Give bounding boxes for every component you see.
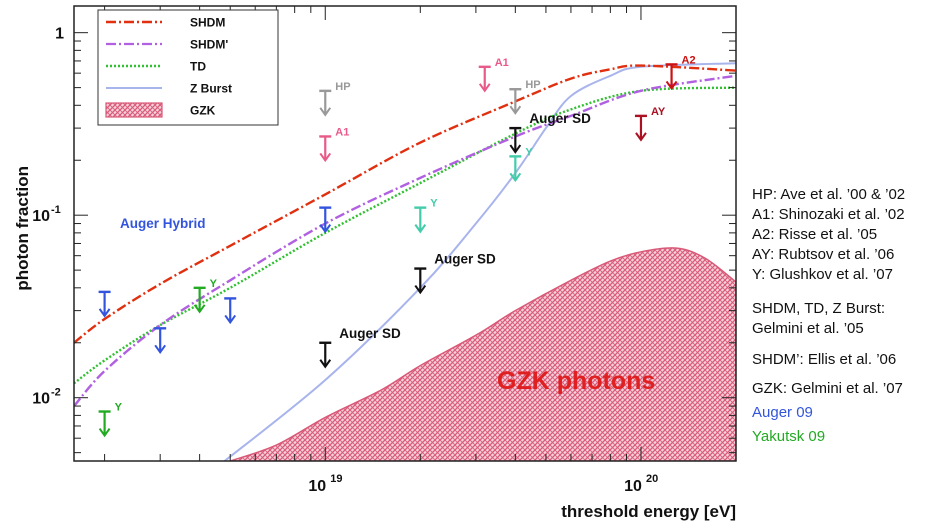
limit-arrowhead: [319, 152, 332, 163]
legend: SHDM SHDM' TD Z Burst GZK: [97, 9, 279, 126]
limit-arrowhead: [414, 284, 427, 295]
upper-limit-a1: A1: [478, 57, 509, 93]
model-ref-1: SHDM, TD, Z Burst:: [752, 300, 886, 317]
limit-arrowhead: [509, 172, 522, 183]
upper-limit-hp: HP: [319, 81, 351, 117]
x-tick-label: 10: [308, 478, 326, 495]
upper-limit-y: Y: [509, 146, 533, 183]
y-tick-exponent: -2: [51, 387, 61, 399]
limit-label-auger-sd: Auger SD: [339, 326, 401, 341]
upper-limit-auger-hybrid: [319, 206, 332, 234]
limit-arrowhead: [665, 80, 678, 91]
limit-arrowhead: [193, 304, 206, 314]
series-td-line: [74, 86, 736, 385]
y-axis-label: photon fraction: [13, 166, 32, 291]
limit-arrowhead: [478, 83, 491, 93]
upper-limit-auger-sd: Auger SD: [319, 326, 401, 369]
ref-a1: A1: Shinozaki et al. ’02: [752, 206, 905, 223]
limit-arrowhead: [224, 314, 237, 325]
y-tick-exponent: -1: [51, 204, 61, 216]
legend-label-shdm-prime: SHDM': [190, 38, 228, 52]
ref-hp: HP: Ave et al. ’00 & ’02: [752, 186, 906, 203]
limit-arrowhead: [319, 224, 332, 234]
limit-arrowhead: [154, 344, 167, 355]
limit-label-y: Y: [210, 278, 218, 290]
limit-arrowhead: [509, 105, 522, 115]
limit-label-hp: HP: [335, 81, 350, 93]
x-tick-exponent: 20: [646, 473, 658, 485]
series-shdm-line: [74, 74, 736, 407]
x-tick-exponent: 19: [330, 473, 342, 485]
limit-label-a2: A2: [682, 54, 696, 66]
gzk-photons-label: GZK photons: [497, 367, 655, 395]
limit-arrowhead: [635, 132, 647, 142]
upper-limit-auger-sd: Auger SD: [509, 111, 591, 154]
upper-limit-y: Y: [414, 198, 438, 234]
model-ref-2: Gelmini et al. ’05: [752, 320, 864, 337]
y-tick-label: 1: [55, 26, 64, 43]
limit-label-y: Y: [430, 198, 438, 210]
series-shdm-line: [74, 64, 736, 344]
upper-limit-auger-hybrid: [224, 297, 237, 325]
upper-limit-auger-hybrid: [154, 327, 167, 355]
legend-label-shdm: SHDM: [190, 16, 225, 30]
auger-09-label: Auger 09: [752, 404, 813, 421]
legend-label-z-burst: Z Burst: [190, 82, 232, 96]
upper-limit-y: Y: [98, 402, 123, 438]
yakutsk-09-label: Yakutsk 09: [752, 428, 826, 445]
limit-arrowhead: [319, 107, 332, 117]
limit-arrowhead: [509, 144, 522, 154]
x-axis-label: threshold energy [eV]: [561, 502, 736, 521]
limit-label-auger-sd: Auger SD: [434, 252, 496, 267]
limit-arrowhead: [98, 427, 111, 438]
upper-limit-a2: A2: [665, 54, 696, 91]
limit-label-a1: A1: [335, 126, 349, 138]
y-tick-label: 10: [32, 391, 50, 408]
limit-arrowhead: [319, 359, 332, 369]
upper-limit-hp: HP: [509, 79, 541, 115]
y-tick-label: 10: [32, 208, 50, 225]
limit-label-y: Y: [115, 402, 123, 414]
limit-arrowhead: [98, 308, 111, 318]
upper-limit-a1: A1: [319, 126, 349, 163]
upper-limit-ay: AY: [634, 106, 666, 142]
upper-limit-auger-sd: Auger SD: [414, 252, 496, 295]
limit-label-hp: HP: [525, 79, 540, 91]
auger-hybrid-label: Auger Hybrid: [120, 216, 206, 231]
model-ref-3: SHDM’: Ellis et al. ’06: [752, 351, 897, 368]
ref-ay: AY: Rubtsov et al. ’06: [752, 246, 895, 263]
ref-y: Y: Glushkov et al. ’07: [752, 266, 893, 283]
legend-label-td: TD: [190, 60, 206, 74]
upper-limit-auger-hybrid: [98, 290, 111, 318]
x-tick-label: 10: [624, 478, 642, 495]
limit-label-auger-sd: Auger SD: [529, 111, 591, 126]
plot-frame: [73, 5, 737, 462]
limit-arrowhead: [414, 224, 427, 234]
limit-label-y: Y: [525, 146, 533, 158]
limit-label-a1: A1: [495, 57, 509, 69]
ref-a2: A2: Risse et al. ’05: [752, 226, 878, 243]
model-ref-4: GZK: Gelmini et al. ’07: [752, 380, 903, 397]
legend-label-gzk: GZK: [190, 104, 216, 118]
upper-limit-y: Y: [193, 278, 218, 314]
gzk-band: [229, 247, 736, 461]
limit-label-ay: AY: [651, 106, 666, 118]
legend-swatch-gzk: [105, 102, 163, 118]
